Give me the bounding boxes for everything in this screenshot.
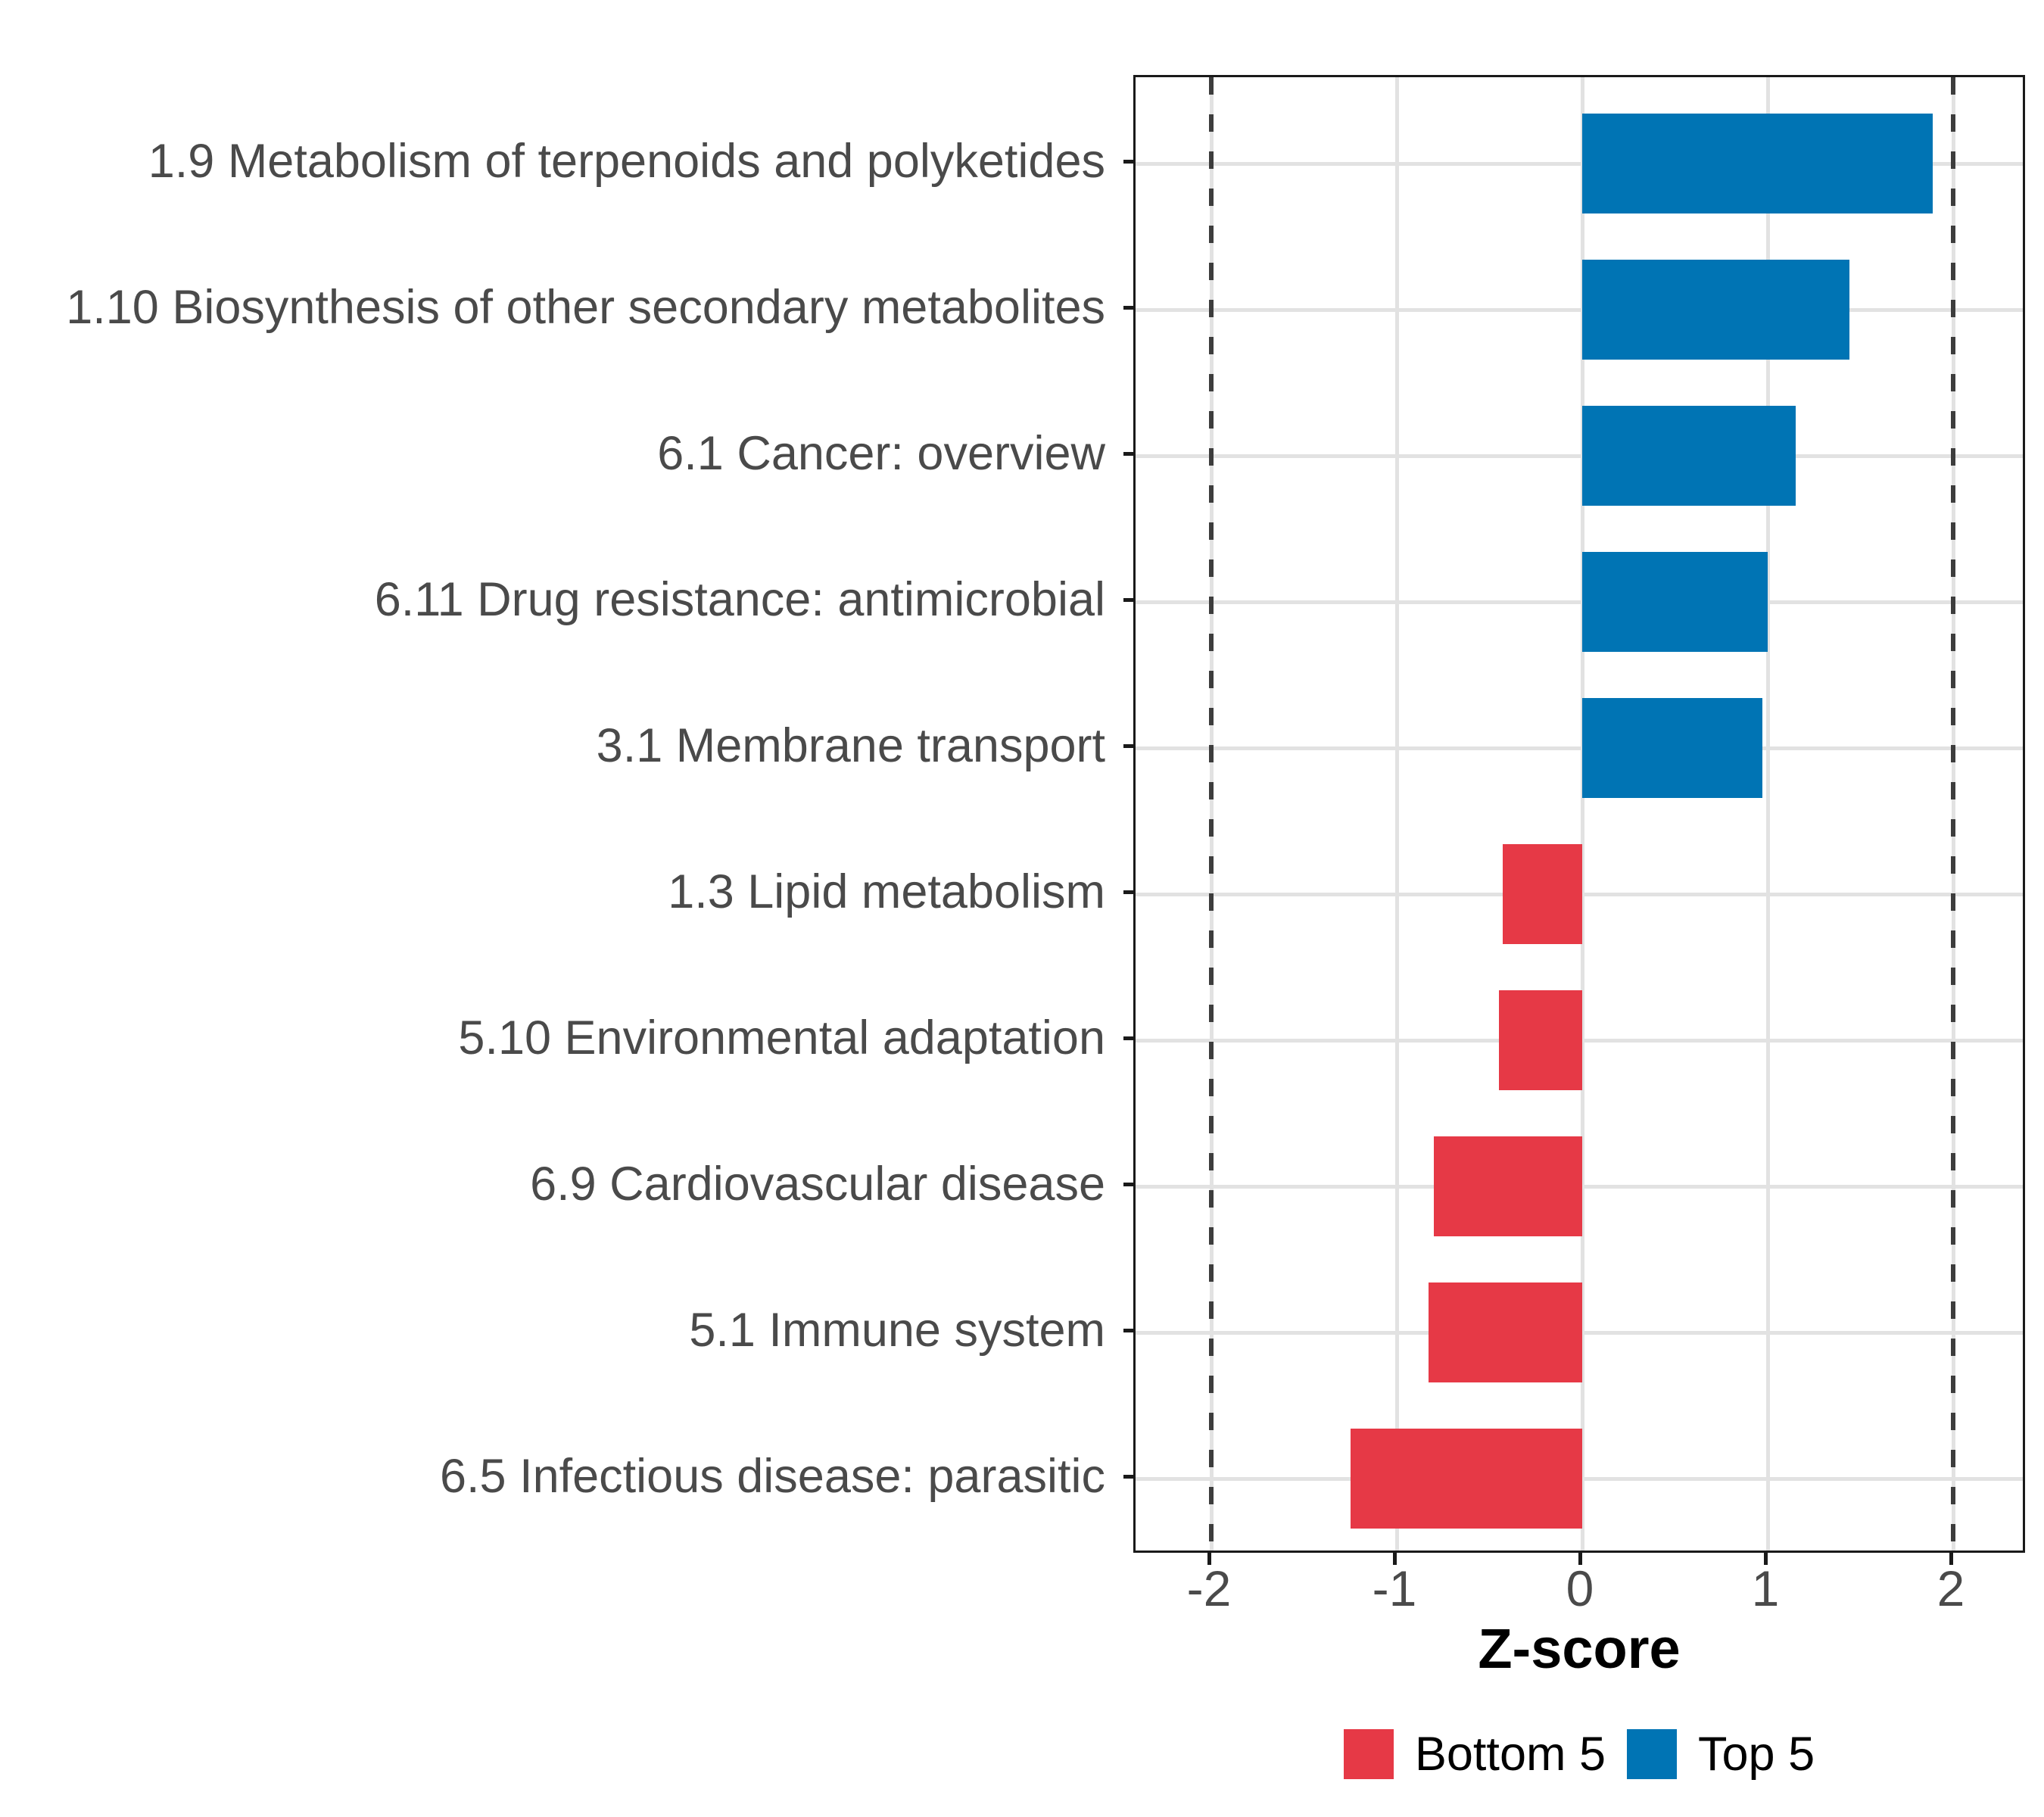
legend-item-top5: Top 5	[1627, 1729, 1815, 1779]
y-axis-label: 3.1 Membrane transport	[596, 719, 1105, 772]
x-axis-tick	[1393, 1553, 1397, 1565]
legend-label-top5: Top 5	[1698, 1728, 1815, 1781]
y-axis-label: 6.11 Drug resistance: antimicrobial	[374, 573, 1105, 626]
y-axis-label: 1.3 Lipid metabolism	[668, 865, 1105, 918]
bar-top5	[1582, 114, 1933, 213]
gridline-horizontal	[1136, 746, 2023, 750]
x-axis-tick	[1207, 1553, 1211, 1565]
y-axis-tick	[1123, 744, 1134, 748]
gridline-horizontal	[1136, 454, 2023, 458]
bar-bottom5	[1428, 1282, 1582, 1382]
bar-top5	[1582, 260, 1849, 360]
y-axis-tick	[1123, 598, 1134, 602]
y-axis-label: 6.1 Cancer: overview	[657, 427, 1105, 480]
x-axis-tick	[1764, 1553, 1768, 1565]
gridline-vertical	[1395, 77, 1399, 1551]
gridline-horizontal	[1136, 308, 2023, 312]
x-axis-tick-label: -1	[1372, 1560, 1417, 1616]
legend-swatch-top5	[1627, 1729, 1677, 1779]
bar-top5	[1582, 698, 1762, 798]
bar-top5	[1582, 406, 1796, 506]
bar-bottom5	[1502, 844, 1582, 944]
x-axis-tick	[1949, 1553, 1953, 1565]
y-axis-tick	[1123, 160, 1134, 164]
legend-swatch-bottom5	[1343, 1729, 1394, 1779]
y-axis-tick	[1123, 1475, 1134, 1479]
y-axis-label: 5.1 Immune system	[689, 1304, 1105, 1357]
plot-panel	[1133, 75, 2025, 1553]
reference-line-pos2	[1951, 77, 1955, 1551]
x-axis-tick-label: 0	[1566, 1560, 1594, 1616]
y-axis-label: 1.10 Biosynthesis of other secondary met…	[66, 281, 1105, 334]
y-axis-tick	[1123, 1036, 1134, 1040]
x-axis-tick-label: -2	[1186, 1560, 1232, 1616]
legend-label-bottom5: Bottom 5	[1414, 1728, 1606, 1781]
bar-bottom5	[1498, 990, 1582, 1090]
y-axis-tick	[1123, 1183, 1134, 1186]
y-axis-tick	[1123, 1329, 1134, 1332]
reference-line-neg2	[1209, 77, 1214, 1551]
bar-bottom5	[1434, 1136, 1582, 1236]
x-axis-tick-label: 2	[1937, 1560, 1965, 1616]
legend-item-bottom5: Bottom 5	[1343, 1728, 1606, 1781]
y-axis-label: 6.9 Cardiovascular disease	[530, 1158, 1105, 1211]
y-axis-tick	[1123, 890, 1134, 894]
y-axis-label: 6.5 Infectious disease: parasitic	[440, 1450, 1105, 1503]
gridline-vertical	[1581, 77, 1584, 1551]
y-axis-label: 1.9 Metabolism of terpenoids and polyket…	[148, 135, 1105, 188]
legend: Bottom 5 Top 5	[1133, 1729, 2025, 1779]
x-axis-tick-label: 1	[1751, 1560, 1780, 1616]
gridline-vertical	[1766, 77, 1770, 1551]
gridline-horizontal	[1136, 600, 2023, 604]
bar-bottom5	[1350, 1429, 1582, 1529]
y-axis-tick	[1123, 306, 1134, 310]
bar-top5	[1582, 552, 1768, 652]
gridline-horizontal	[1136, 162, 2023, 166]
y-axis-tick	[1123, 452, 1134, 456]
x-axis-tick	[1578, 1553, 1582, 1565]
x-axis-title: Z-score	[1478, 1617, 1681, 1680]
y-axis-label: 5.10 Environmental adaptation	[458, 1011, 1105, 1064]
